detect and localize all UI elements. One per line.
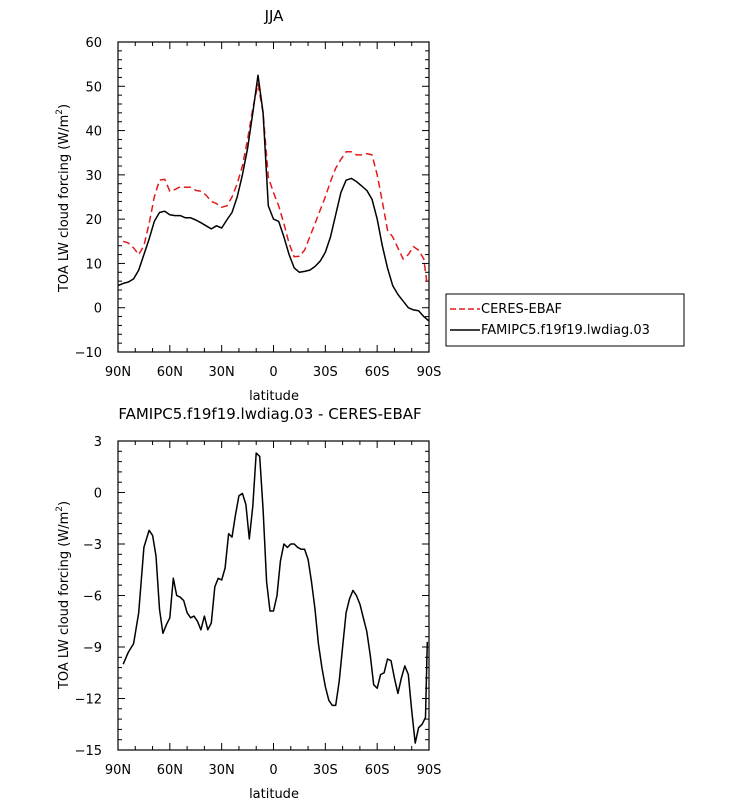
x-tick-label: 30S — [313, 365, 338, 380]
x-tick-label: 0 — [269, 763, 277, 778]
x-tick-label: 30N — [209, 365, 235, 380]
y-tick-label: 0 — [94, 487, 102, 502]
legend: CERES-EBAF FAMIPC5.f19f19.lwdiag.03 — [445, 293, 685, 347]
legend-entry-famipc5: FAMIPC5.f19f19.lwdiag.03 — [481, 323, 650, 338]
x-tick-label: 90N — [105, 763, 131, 778]
y-tick-label: −9 — [83, 641, 102, 656]
plot-frame — [117, 440, 430, 751]
y-tick-label: 30 — [85, 169, 102, 184]
series-line-ceres-ebaf — [122, 83, 429, 286]
y-tick-label: −3 — [83, 538, 102, 553]
chart-difference: FAMIPC5.f19f19.lwdiag.03 - CERES-EBAF 90… — [55, 405, 441, 802]
series-line-famipc5-f19f19-lwdiag-03 — [117, 74, 430, 322]
y-tick-label: 3 — [94, 435, 102, 450]
x-tick-label: 30N — [209, 763, 235, 778]
x-axis-label: latitude — [249, 389, 299, 404]
x-tick-label: 60N — [157, 365, 183, 380]
y-tick-label: 0 — [94, 302, 102, 317]
chart-jja: JJA 90N 60N 30N 0 30S 60S 90S−100102030405060 … — [55, 7, 685, 404]
x-tick-label: 60S — [365, 763, 390, 778]
y-tick-label: −15 — [75, 744, 102, 759]
x-tick-label: 30S — [313, 763, 338, 778]
x-axis-label: latitude — [249, 787, 299, 802]
chart-title: JJA — [264, 7, 285, 25]
y-tick-label: −6 — [83, 590, 102, 605]
y-tick-label: 60 — [85, 36, 102, 51]
y-tick-label: −10 — [75, 346, 102, 361]
x-tick-label: 60N — [157, 763, 183, 778]
y-tick-label: −12 — [75, 693, 102, 708]
y-tick-label: 40 — [85, 125, 102, 140]
x-tick-label: 90N — [105, 365, 131, 380]
x-tick-label: 0 — [269, 365, 277, 380]
plot-frame — [117, 41, 430, 353]
y-axis-label: TOA LW cloud forcing (W/m2) — [55, 501, 72, 690]
y-axis-label: TOA LW cloud forcing (W/m2) — [55, 104, 72, 293]
chart-title: FAMIPC5.f19f19.lwdiag.03 - CERES-EBAF — [118, 405, 421, 423]
x-tick-label: 90S — [417, 763, 442, 778]
legend-entry-ceres: CERES-EBAF — [481, 302, 562, 317]
y-tick-label: 50 — [85, 80, 102, 95]
x-tick-label: 90S — [417, 365, 442, 380]
series-line-difference — [122, 452, 429, 744]
y-tick-label: 10 — [85, 257, 102, 272]
x-tick-label: 60S — [365, 365, 390, 380]
legend-box — [445, 293, 685, 347]
y-tick-label: 20 — [85, 213, 102, 228]
